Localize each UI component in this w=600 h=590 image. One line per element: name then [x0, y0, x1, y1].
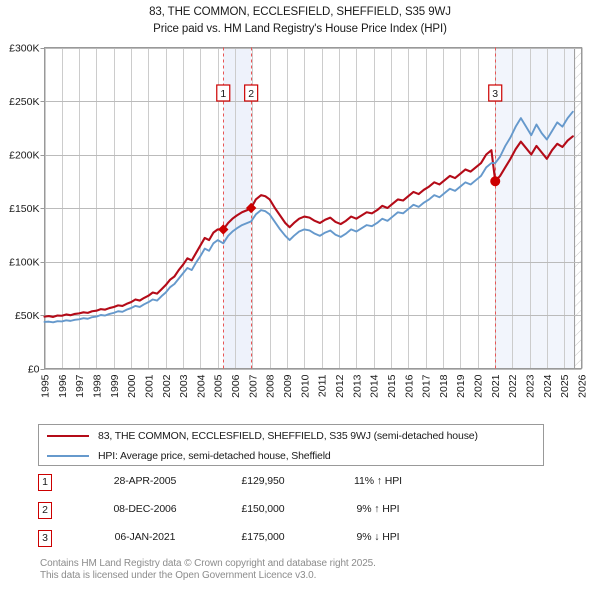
svg-text:2024: 2024 [542, 374, 554, 398]
sale-date-2: 08-DEC-2006 [113, 503, 177, 515]
svg-text:2003: 2003 [178, 374, 190, 398]
footer-line-2: This data is licensed under the Open Gov… [40, 570, 317, 581]
sale-badge-2: 2 [38, 502, 52, 519]
sale-hpi-delta-3: 9% ↓ HPI [356, 531, 400, 543]
svg-text:2005: 2005 [213, 374, 225, 398]
svg-text:1: 1 [220, 88, 226, 100]
sale-markers[interactable]: 1 2 3 [216, 84, 503, 235]
svg-text:£0: £0 [28, 364, 40, 376]
legend-item-hpi: HPI: Average price, semi-detached house,… [39, 446, 543, 466]
sale-hpi-delta-2: 9% ↑ HPI [356, 503, 400, 515]
svg-text:2023: 2023 [525, 374, 537, 398]
copyright-footer: Contains HM Land Registry data © Crown c… [40, 558, 560, 582]
svg-text:2004: 2004 [195, 374, 207, 398]
title-line-2: Price paid vs. HM Land Registry's House … [153, 23, 447, 35]
legend-line-icon-hpi [47, 455, 89, 457]
sale-price-1: £129,950 [241, 475, 285, 487]
svg-text:2018: 2018 [438, 374, 450, 398]
svg-text:2001: 2001 [143, 374, 155, 398]
svg-text:2022: 2022 [507, 374, 519, 398]
svg-text:2009: 2009 [282, 374, 294, 398]
footer-line-1: Contains HM Land Registry data © Crown c… [40, 558, 376, 569]
sale-price-3: £175,000 [241, 531, 285, 543]
svg-text:2016: 2016 [403, 374, 415, 398]
svg-text:2010: 2010 [299, 374, 311, 398]
svg-text:3: 3 [492, 88, 498, 100]
svg-text:£50K: £50K [15, 310, 40, 322]
sale-badge-1: 1 [38, 474, 52, 491]
svg-text:2002: 2002 [161, 374, 173, 398]
svg-text:2012: 2012 [334, 374, 346, 398]
svg-text:2008: 2008 [265, 374, 277, 398]
table-row[interactable]: 2 08-DEC-2006 £150,000 9% ↑ HPI [38, 500, 558, 528]
svg-text:2013: 2013 [351, 374, 363, 398]
svg-text:£100K: £100K [9, 257, 39, 269]
series-lines [43, 110, 574, 324]
svg-text:1998: 1998 [91, 374, 103, 398]
svg-text:£150K: £150K [9, 203, 39, 215]
svg-text:2017: 2017 [421, 374, 433, 398]
svg-text:2019: 2019 [455, 374, 467, 398]
svg-text:2011: 2011 [317, 374, 329, 397]
svg-text:2025: 2025 [559, 374, 571, 398]
table-row[interactable]: 3 06-JAN-2021 £175,000 9% ↓ HPI [38, 528, 558, 556]
svg-text:2007: 2007 [247, 374, 259, 398]
svg-text:2000: 2000 [126, 374, 138, 398]
svg-text:2021: 2021 [490, 374, 502, 398]
sale-badge-3: 3 [38, 530, 52, 547]
svg-text:2014: 2014 [369, 374, 381, 398]
page-title: 83, THE COMMON, ECCLESFIELD, SHEFFIELD, … [0, 4, 600, 38]
chart-legend: 83, THE COMMON, ECCLESFIELD, SHEFFIELD, … [38, 424, 544, 466]
title-line-1: 83, THE COMMON, ECCLESFIELD, SHEFFIELD, … [149, 6, 451, 18]
legend-line-icon-property [47, 435, 89, 437]
table-row[interactable]: 1 28-APR-2005 £129,950 11% ↑ HPI [38, 472, 558, 500]
price-history-chart: 1 2 3 £0 £50K £100K £150K £200K £250K £300K 1995 1… [9, 43, 588, 398]
sale-hpi-delta-1: 11% ↑ HPI [354, 475, 402, 487]
sales-history-table: 1 28-APR-2005 £129,950 11% ↑ HPI 2 08-DE… [38, 472, 558, 556]
sale-date-1: 28-APR-2005 [113, 475, 177, 487]
sale-price-2: £150,000 [241, 503, 285, 515]
svg-text:2006: 2006 [230, 374, 242, 398]
legend-label-hpi: HPI: Average price, semi-detached house,… [98, 450, 331, 462]
svg-text:£250K: £250K [9, 96, 39, 108]
legend-label-property: 83, THE COMMON, ECCLESFIELD, SHEFFIELD, … [98, 430, 478, 442]
svg-text:2020: 2020 [473, 374, 485, 398]
svg-text:1997: 1997 [74, 374, 86, 398]
svg-text:1996: 1996 [57, 374, 69, 398]
svg-text:£200K: £200K [9, 150, 39, 162]
svg-text:1999: 1999 [109, 374, 121, 398]
legend-item-property: 83, THE COMMON, ECCLESFIELD, SHEFFIELD, … [39, 426, 543, 446]
sale-date-3: 06-JAN-2021 [114, 531, 176, 543]
svg-text:1995: 1995 [40, 374, 52, 398]
svg-text:2026: 2026 [577, 374, 589, 398]
svg-text:2: 2 [248, 88, 254, 100]
svg-text:2015: 2015 [386, 374, 398, 398]
svg-text:£300K: £300K [9, 43, 39, 55]
